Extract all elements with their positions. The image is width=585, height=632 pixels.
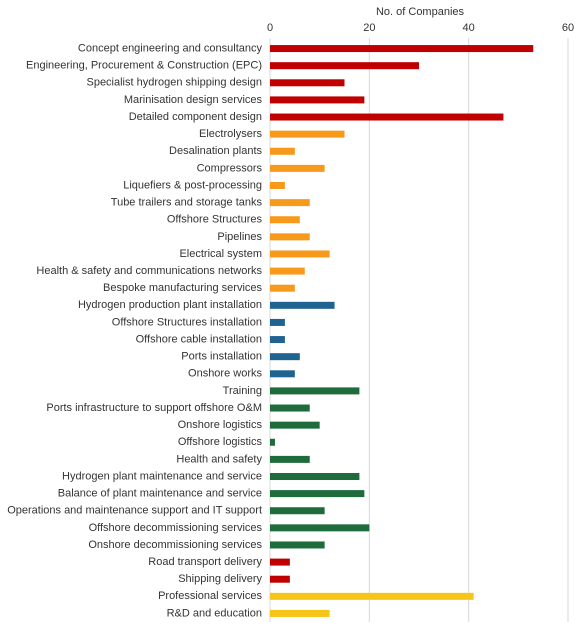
bar [270, 301, 335, 309]
y-tick-label: Offshore decommissioning services [89, 522, 263, 534]
bar [270, 45, 534, 53]
y-tick-label: Balance of plant maintenance and service [58, 488, 262, 500]
y-tick-label: Health and safety [176, 453, 262, 465]
y-tick-label: Pipelines [217, 231, 262, 243]
bar [270, 541, 325, 549]
bar [270, 79, 345, 87]
y-tick-label: Professional services [158, 590, 262, 602]
bar [270, 592, 474, 600]
bar [270, 524, 370, 532]
y-tick-label: Offshore logistics [178, 436, 263, 448]
bar [270, 96, 365, 104]
bar [270, 387, 360, 395]
bar [270, 404, 310, 412]
bar [270, 558, 290, 566]
y-tick-label: Health & safety and communications netwo… [36, 265, 262, 277]
bar [270, 233, 310, 241]
bar [270, 199, 310, 207]
x-tick-label: 20 [363, 22, 375, 34]
y-tick-label: Bespoke manufacturing services [103, 282, 262, 294]
y-tick-label: Desalination plants [169, 145, 262, 157]
bar [270, 130, 345, 138]
y-tick-label: Compressors [197, 162, 263, 174]
bar [270, 284, 295, 292]
y-tick-label: Detailed component design [129, 111, 262, 123]
y-tick-label: Training [223, 385, 262, 397]
x-tick-label: 60 [562, 22, 574, 34]
y-tick-label: Operations and maintenance support and I… [7, 505, 262, 517]
y-tick-label: Engineering, Procurement & Construction … [26, 60, 262, 72]
bar [270, 62, 419, 70]
bar [270, 164, 325, 172]
bar [270, 438, 275, 446]
bar [270, 250, 330, 258]
y-tick-label: Offshore Structures installation [112, 316, 262, 328]
x-tick-label: 0 [267, 22, 273, 34]
y-tick-label: Hydrogen plant maintenance and service [62, 470, 262, 482]
bar [270, 216, 300, 224]
y-tick-label: Ports installation [181, 351, 262, 363]
y-tick-label: Offshore Structures [167, 214, 263, 226]
x-axis-title: No. of Companies [376, 6, 465, 18]
x-tick-label: 40 [463, 22, 475, 34]
y-tick-label: Onshore logistics [178, 419, 263, 431]
y-tick-label: Liquefiers & post-processing [123, 179, 262, 191]
y-tick-label: Offshore cable installation [136, 333, 262, 345]
bar [270, 113, 504, 121]
y-tick-label: Onshore works [188, 368, 262, 380]
y-tick-label: Onshore decommissioning services [88, 539, 262, 551]
bar [270, 147, 295, 155]
bar [270, 575, 290, 583]
bar [270, 318, 285, 326]
bar [270, 182, 285, 189]
bar [270, 267, 305, 275]
bar [270, 455, 310, 463]
bar [270, 336, 285, 344]
y-tick-label: Marinisation design services [124, 94, 263, 106]
bar [270, 609, 330, 617]
y-tick-label: Ports infrastructure to support offshore… [46, 402, 262, 414]
bar [270, 490, 365, 498]
bar [270, 507, 325, 515]
bar [270, 370, 295, 378]
bar [270, 353, 300, 361]
y-tick-label: Tube trailers and storage tanks [111, 197, 263, 209]
y-tick-label: Specialist hydrogen shipping design [86, 77, 262, 89]
y-tick-label: Electrolysers [199, 128, 262, 140]
y-tick-label: Concept engineering and consultancy [78, 42, 263, 54]
y-tick-label: R&D and education [167, 607, 262, 619]
y-tick-label: Shipping delivery [178, 573, 262, 585]
y-tick-label: Road transport delivery [148, 556, 262, 568]
bar [270, 421, 320, 429]
y-tick-label: Electrical system [179, 248, 262, 260]
y-tick-label: Hydrogen production plant installation [78, 299, 262, 311]
bar [270, 473, 360, 480]
